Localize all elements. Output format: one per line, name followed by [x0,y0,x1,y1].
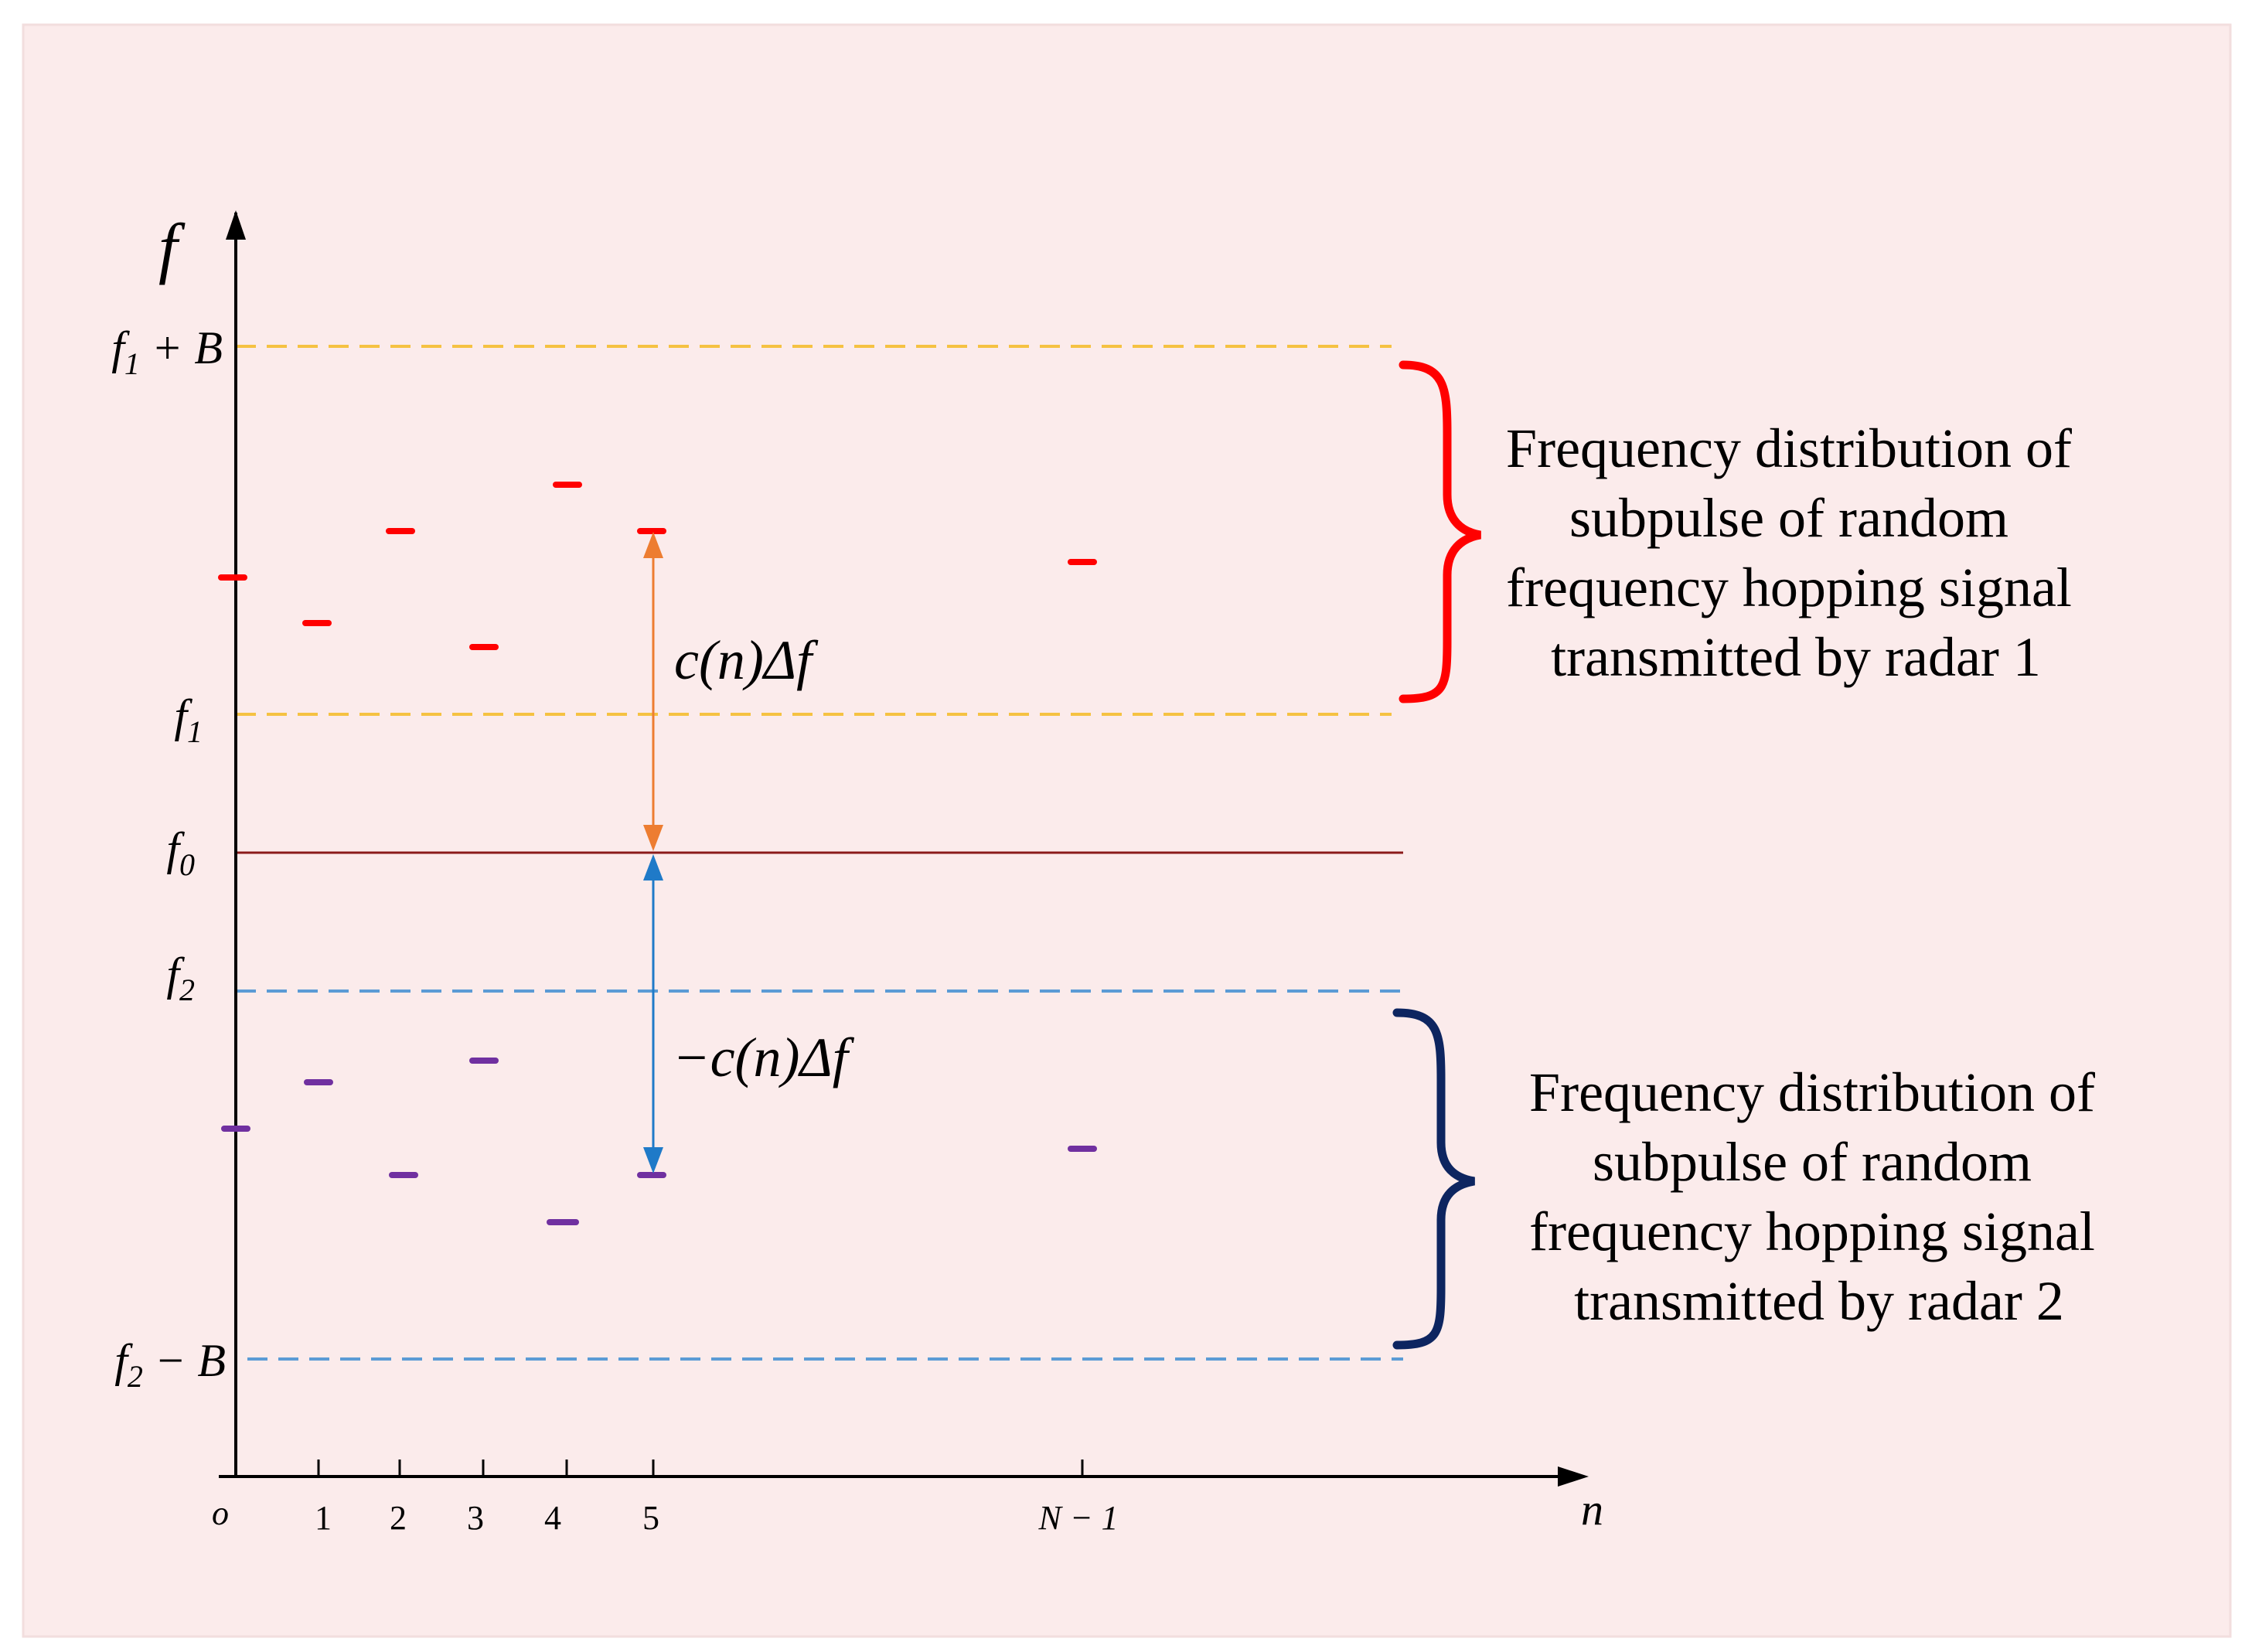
label-f1-plus-b: f1 + B [111,322,223,381]
x-tick-label-4: 4 [544,1499,561,1537]
down-offset-arrow [643,854,663,1173]
background-panel [22,23,2232,1638]
down-arrow-head-bottom [643,1147,663,1173]
x-tick-label-1: 1 [315,1499,332,1537]
radar2-description: Frequency distribution of subpulse of ra… [1529,1061,2109,1332]
x-axis-label: n [1581,1484,1603,1534]
down-offset-label: −c(n)Δf [673,1027,855,1088]
radar1-subpulses [218,482,1097,650]
origin-label: o [212,1494,229,1532]
radar1-brace [1399,360,1482,703]
up-arrow-head-bottom [643,825,663,851]
x-tick-label-3: 3 [467,1499,484,1537]
label-f2-minus-b: f2 − B [114,1335,226,1394]
radar2-brace [1392,1008,1476,1350]
x-tick-label-n-1: N − 1 [1037,1499,1118,1537]
x-axis-arrowhead [1558,1466,1589,1487]
up-arrow-head-top [643,532,663,558]
x-tick-label-2: 2 [390,1499,407,1537]
up-offset-label: c(n)Δf [674,629,819,691]
radar2-subpulses [221,1058,1097,1225]
y-axis-arrowhead [226,210,246,240]
x-tick-label-5: 5 [642,1499,659,1537]
up-offset-arrow [643,532,663,851]
label-f0: f0 [166,823,195,882]
radar1-description: Frequency distribution of subpulse of ra… [1506,417,2086,688]
down-arrow-head-top [643,854,663,880]
label-f2: f2 [166,949,195,1007]
